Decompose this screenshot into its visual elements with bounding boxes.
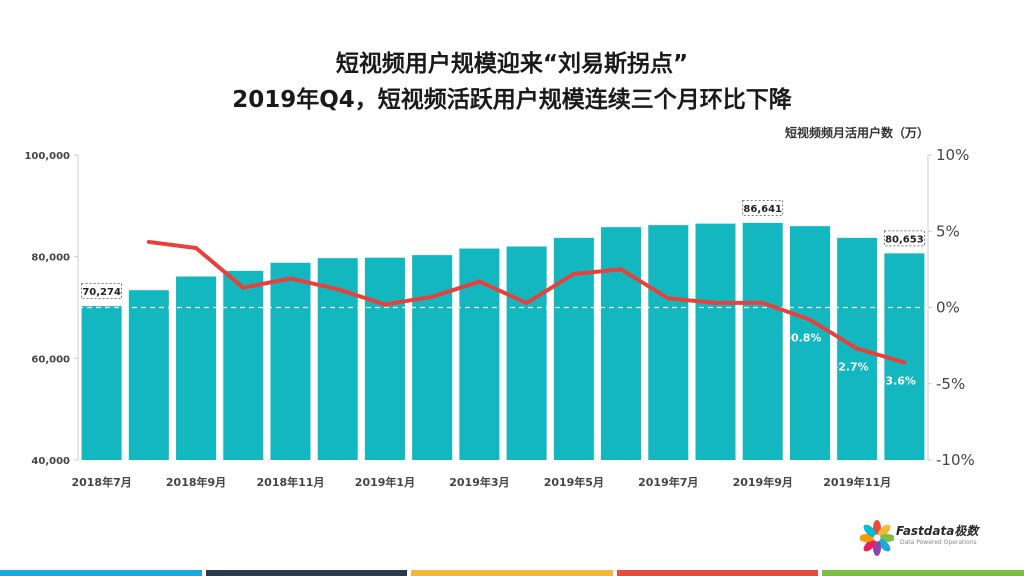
line-data-label: -3.6% [881,374,916,387]
right-tick-label: -5% [936,375,965,393]
bar [364,257,405,460]
x-tick-label: 2018年7月 [71,475,131,489]
bar [412,255,453,460]
right-tick-label: 10% [936,146,969,164]
logo-tagline: Data Powered Operations [900,539,977,546]
x-tick-label: 2019年5月 [544,475,604,489]
right-tick-label: 5% [936,222,960,240]
x-tick-label: 2018年11月 [257,475,325,489]
bottom-bar-segment [0,570,202,576]
line-data-label: -2.7% [834,361,869,374]
bar [695,223,736,460]
chart-title-line1: 短视频用户规模迎来“刘易斯拐点” [335,51,689,77]
flower-logo-icon [859,520,895,556]
bar [459,248,500,460]
chart-title-line2: 2019年Q4，短视频活跃用户规模连续三个月环比下降 [232,87,792,113]
x-tick-label: 2019年9月 [733,475,793,489]
bar [81,306,122,460]
logo-name: Fastdata极数 [896,524,979,538]
right-tick-label: 0% [936,299,960,317]
bottom-bar-segment [205,570,408,576]
bar-data-label-box [742,200,784,216]
bottom-bar-segment [616,570,819,576]
series-caption: 短视频频月活用户数（万） [784,126,929,140]
bar-data-label-box [883,230,925,247]
bar [648,225,689,460]
bar [506,246,547,460]
left-tick-label: 40,000 [31,456,70,467]
x-tick-label: 2018年9月 [166,475,226,489]
bar-data-label: 86,641 [743,204,782,215]
left-tick-label: 80,000 [31,253,70,264]
bottom-bar-segment [411,570,613,576]
bottom-bar-segment [822,570,1024,576]
bar [270,262,311,460]
bar [601,227,642,460]
line-data-label: -0.8% [786,332,821,345]
bar-data-label-box [81,283,123,300]
bottom-color-bar [0,570,1024,576]
x-tick-label: 2019年1月 [355,475,415,489]
left-tick-label: 60,000 [31,354,70,365]
x-tick-label: 2019年7月 [638,475,698,489]
bar-data-label: 80,653 [885,234,924,245]
x-tick-label: 2019年11月 [823,475,891,489]
bar [789,226,830,460]
fastdata-logo: Fastdata极数 Data Powered Operations [859,518,1000,564]
x-tick-label: 2019年3月 [449,475,509,489]
bar [176,276,217,460]
bar [742,222,783,460]
bar [223,270,264,460]
right-tick-label: -10% [936,451,975,469]
bar-data-label: 70,274 [82,287,121,298]
left-tick-label: 100,000 [24,151,70,162]
bar [128,290,169,460]
